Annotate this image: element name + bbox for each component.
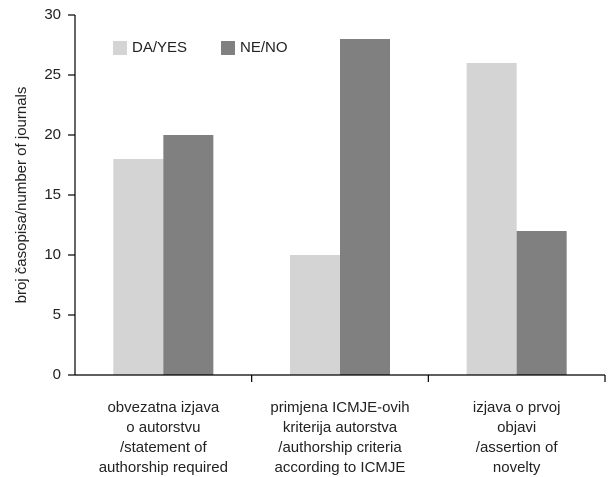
bar [466,63,517,375]
y-axis-label: broj časopisa/number of journals [13,87,30,304]
x-tick-label: primjena ICMJE-ovih [270,399,409,416]
y-tick-label: 20 [44,126,61,143]
legend-swatch [113,41,127,55]
x-tick-label: novelty [493,459,541,476]
bar [290,255,340,375]
x-tick-label: according to ICMJE [275,459,406,476]
bar [163,135,214,375]
y-tick-label: 15 [44,186,61,203]
x-tick-label: izjava o prvoj [473,399,561,416]
y-tick-label: 30 [44,6,61,23]
x-tick-label: /assertion of [476,439,559,456]
y-tick-label: 25 [44,66,61,83]
x-tick-label: o autorstvu [126,419,200,436]
y-tick-label: 10 [44,246,61,263]
legend-swatch [221,41,235,55]
bar [516,231,567,375]
bar [340,39,390,375]
legend-label: DA/YES [132,39,187,56]
x-tick-label: authorship required [99,459,228,476]
x-tick-label: /authorship criteria [278,439,402,456]
x-tick-label: kriterija autorstva [283,419,398,436]
bar [113,159,164,375]
x-tick-label: /statement of [120,439,208,456]
legend-label: NE/NO [240,39,288,56]
x-tick-label: obvezatna izjava [107,399,219,416]
y-tick-label: 0 [53,366,61,383]
y-tick-label: 5 [53,306,61,323]
x-tick-label: objavi [497,419,536,436]
